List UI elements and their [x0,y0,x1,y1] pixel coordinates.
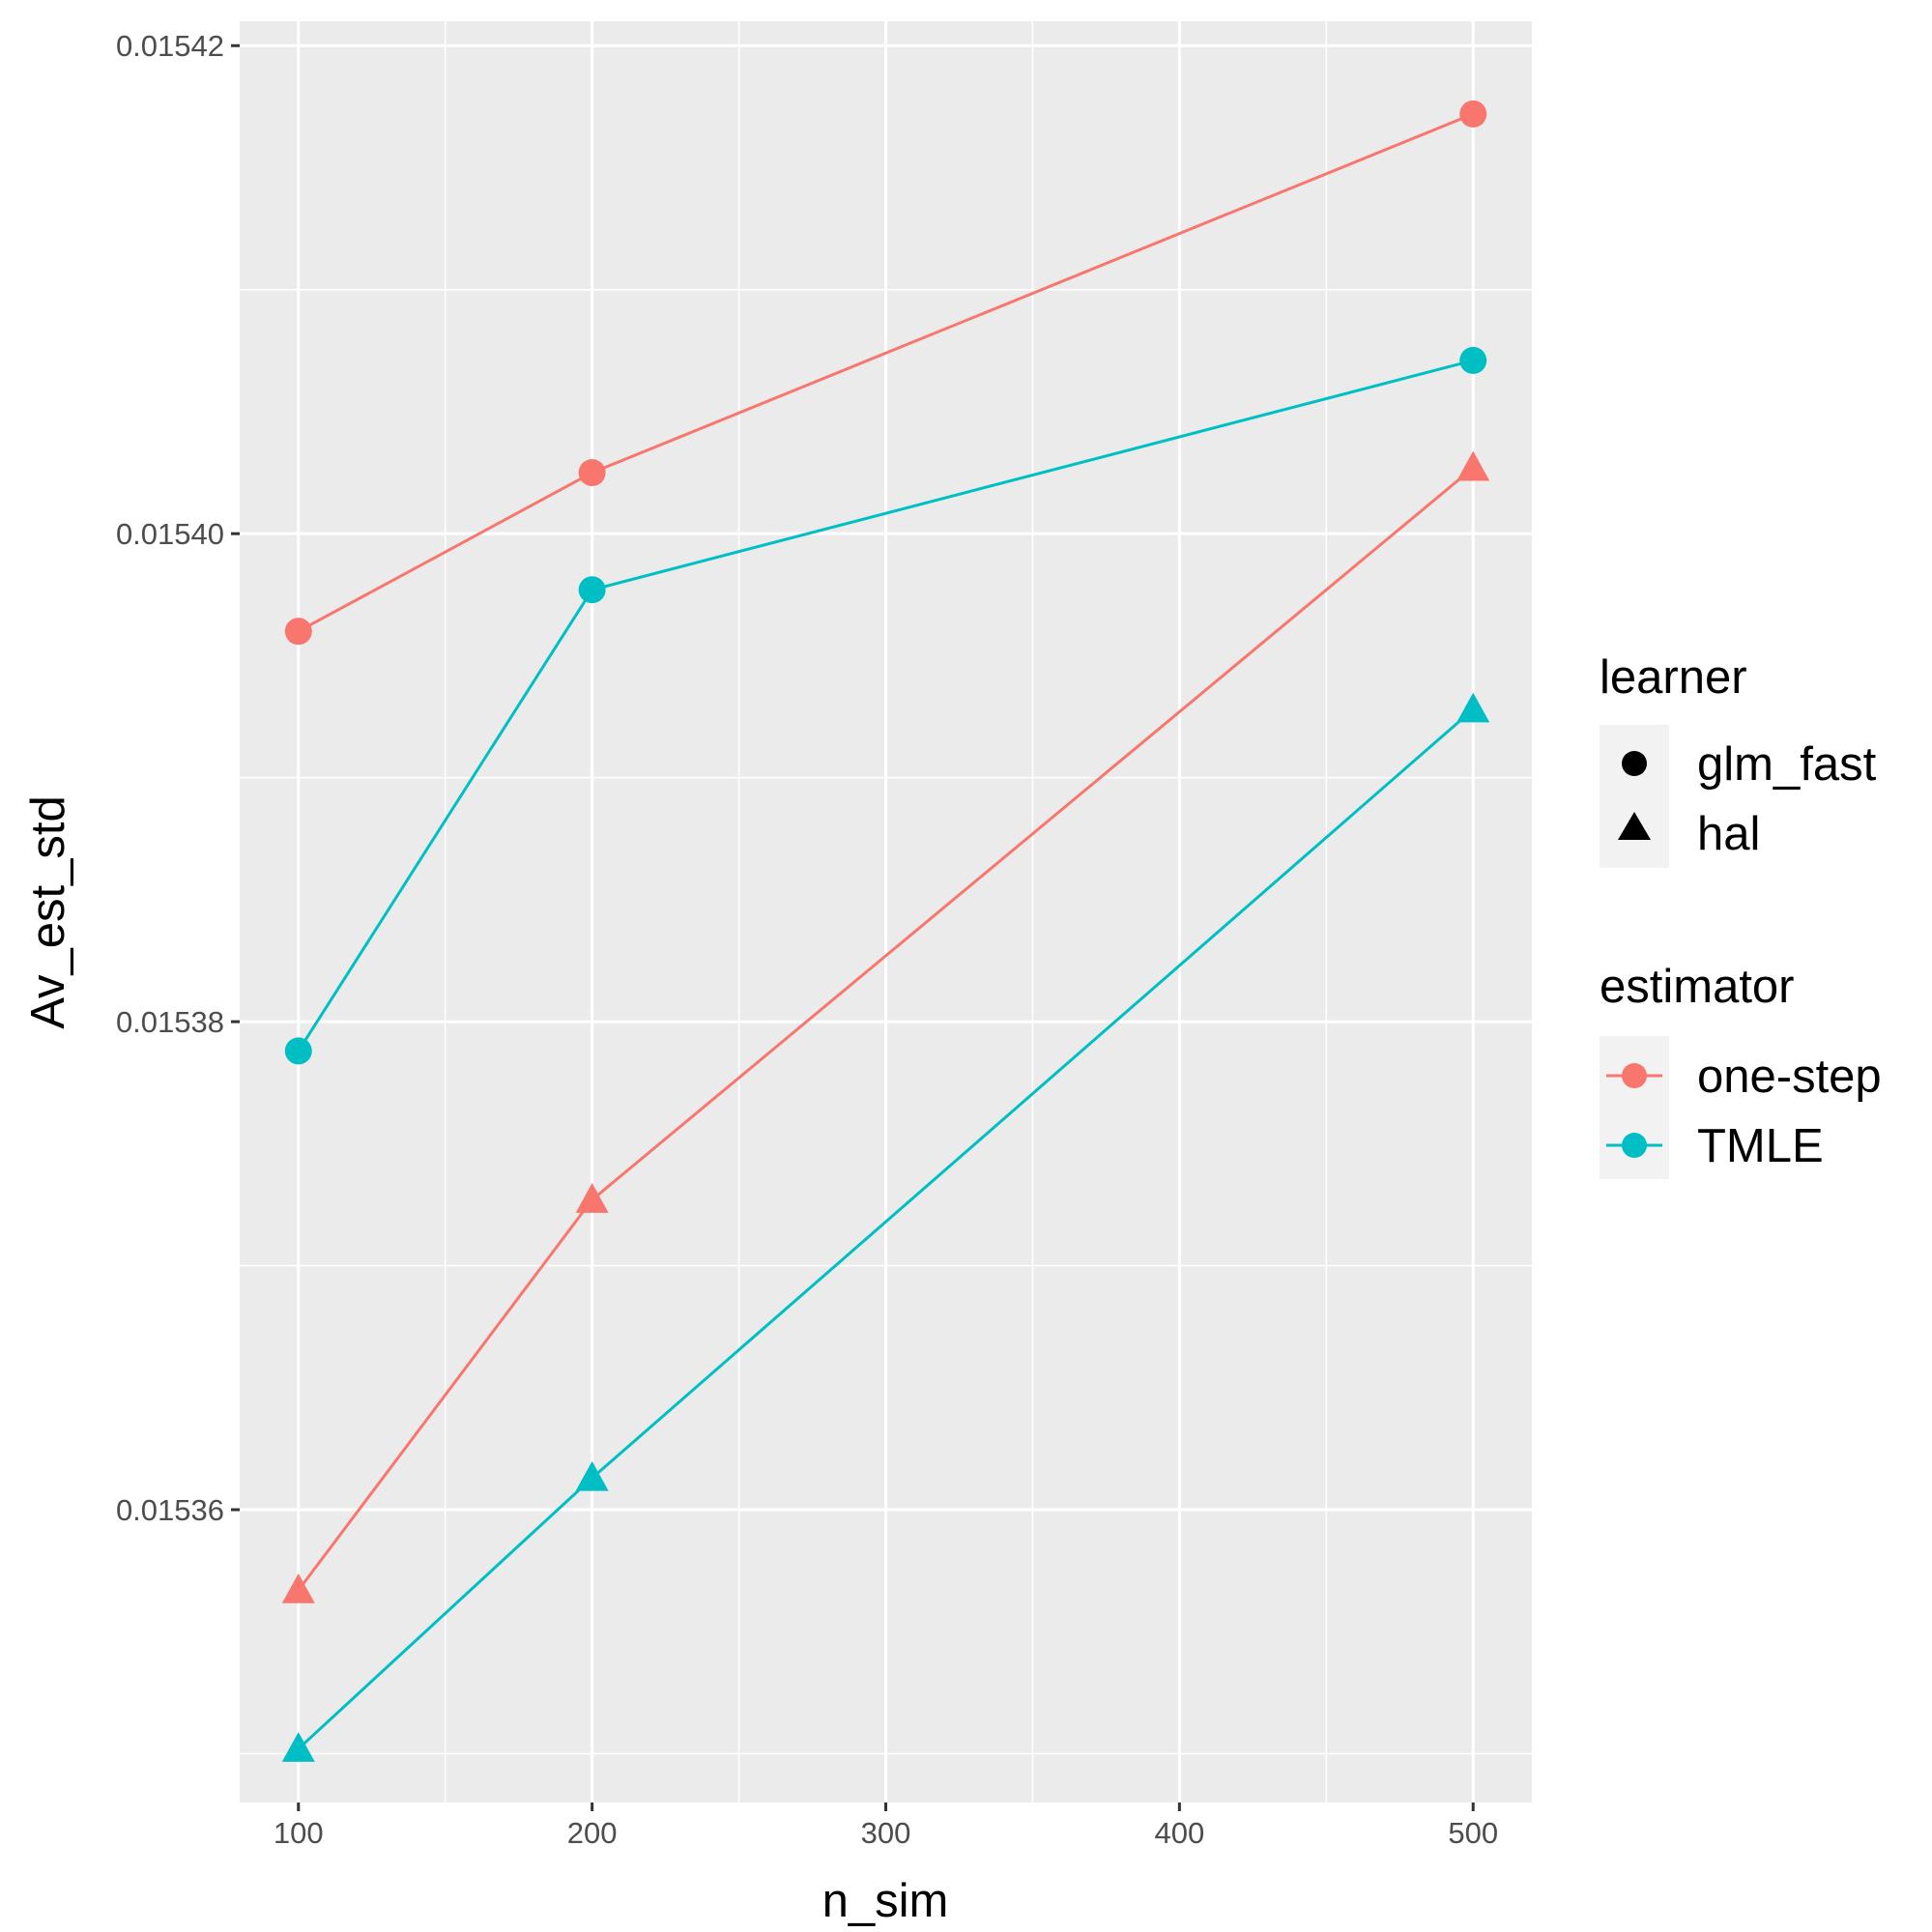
legend-learner: learner glm_fast hal [1600,651,1877,868]
grid-major [240,21,1532,1802]
tick-labels: 100 200 300 400 500 0.01536 0.01538 0.01540 0.01… [116,29,1498,1850]
legend-learner-title: learner [1600,651,1747,704]
data-point-tmle-glm-fast [1459,346,1487,374]
data-point-one-step-glm-fast [1459,100,1487,128]
legend-triangle-icon [1618,812,1651,840]
legend-learner-label-hal: hal [1697,808,1760,860]
y-tick-label: 0.01538 [116,1005,224,1039]
x-tick-label: 200 [567,1816,618,1850]
y-tick-label: 0.01542 [116,29,224,63]
legend-learner-label-glm-fast: glm_fast [1697,738,1877,791]
data-point-tmle-glm-fast [284,1037,312,1065]
x-tick-label: 300 [861,1816,911,1850]
data-point-one-step-hal [575,1183,609,1213]
x-tick-label: 400 [1154,1816,1204,1850]
data-point-tmle-glm-fast [578,576,606,604]
legend-estimator: estimator one-step TMLE [1600,961,1882,1179]
y-axis-title: Av_est_std [22,795,74,1029]
legend-estimator-title: estimator [1600,961,1795,1013]
data-point-one-step-hal [281,1572,315,1603]
data-point-tmle-hal [1456,692,1490,723]
x-tick-label: 100 [274,1816,324,1850]
legend-tmle-circle-icon [1622,1133,1647,1158]
y-tick-label: 0.01540 [116,517,224,551]
data-point-tmle-hal [575,1460,609,1491]
legend-key-background [1600,725,1669,868]
legend-estimator-label-one-step: one-step [1697,1051,1882,1103]
data-point-one-step-hal [1456,450,1490,481]
y-tick-label: 0.01536 [116,1493,224,1527]
legend-circle-icon [1622,751,1647,776]
axis-ticks [231,43,1475,1811]
data-point-one-step-glm-fast [284,618,312,646]
data-point-one-step-glm-fast [578,459,606,487]
series-points [281,100,1490,1762]
data-point-tmle-hal [281,1732,315,1762]
legend-estimator-label-tmle: TMLE [1697,1120,1824,1172]
x-tick-label: 500 [1448,1816,1498,1850]
legend-one-step-circle-icon [1622,1063,1647,1088]
x-axis-title: n_sim [822,1875,949,1927]
